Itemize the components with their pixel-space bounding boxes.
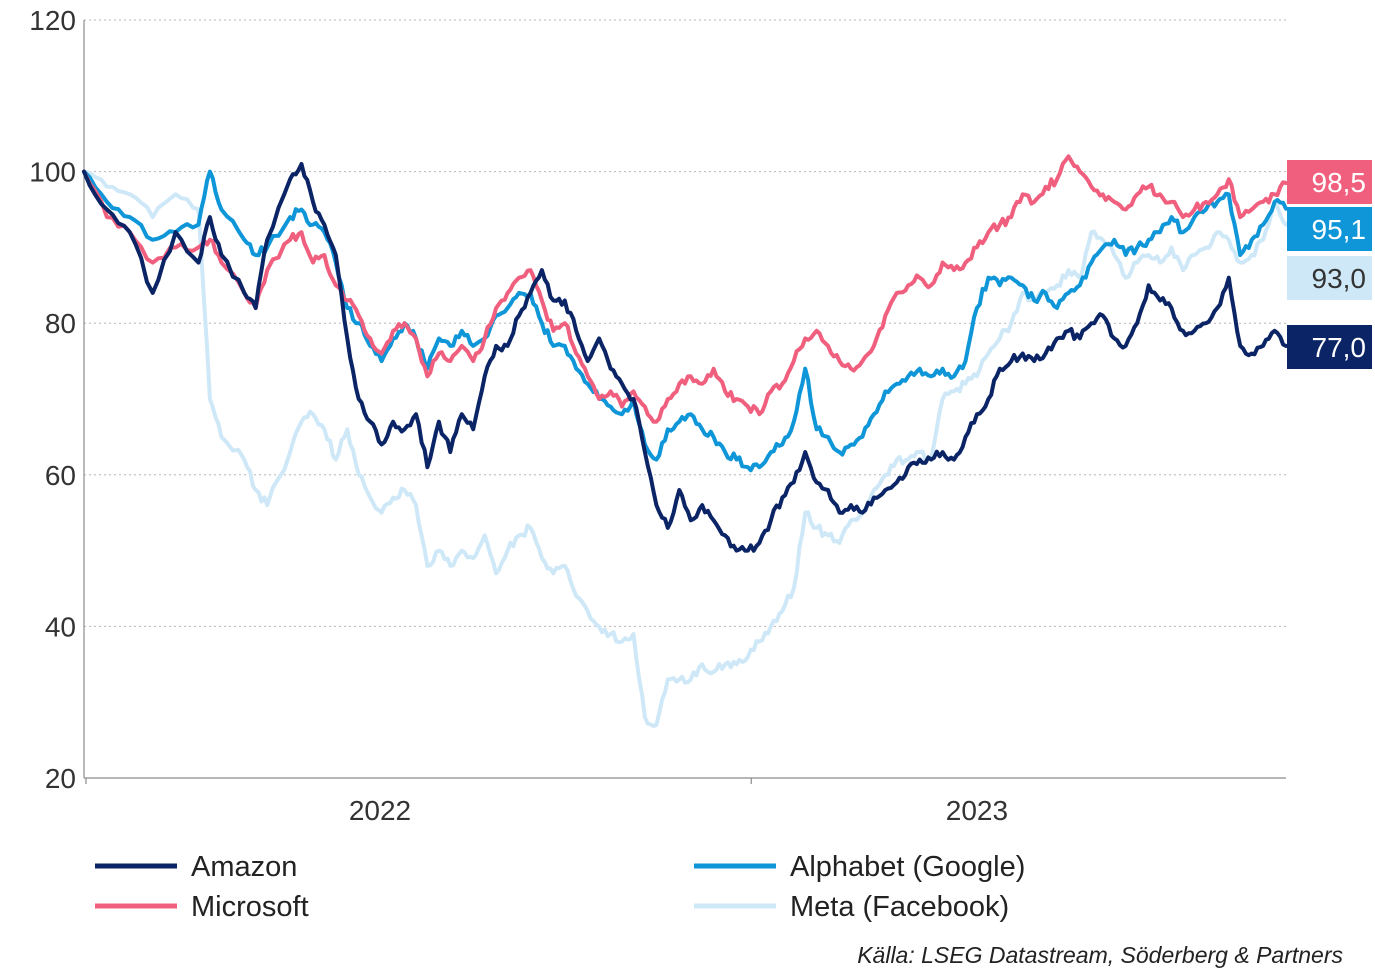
end-label-box-alphabet-google [1287, 207, 1372, 251]
end-label-amazon: 77,0 [1312, 332, 1367, 363]
end-label-box-meta-facebook [1287, 256, 1372, 300]
y-tick-label: 120 [29, 5, 76, 36]
legend-label-meta-facebook: Meta (Facebook) [790, 891, 1009, 923]
y-tick-label: 80 [45, 308, 76, 339]
legend-label-amazon: Amazon [191, 851, 297, 883]
series-line-microsoft [82, 154, 1288, 424]
end-label-alphabet-google: 95,1 [1312, 214, 1367, 245]
axes: 20 40 60 80 100 120 2022 2023 [29, 5, 1286, 826]
legend: Amazon Microsoft Alphabet (Google) Meta (Fa… [95, 851, 1025, 923]
series-line-meta-facebook [82, 169, 1288, 729]
series-line-amazon [82, 162, 1288, 553]
source-note: Källa: LSEG Datastream, Söderberg & Part… [857, 942, 1343, 968]
x-tick-label: 2022 [349, 795, 411, 826]
series-line-alphabet-google [82, 169, 1288, 473]
y-tick-label: 100 [29, 157, 76, 188]
end-label-box-microsoft [1287, 160, 1372, 204]
y-tick-label: 60 [45, 460, 76, 491]
gridlines [84, 19, 1286, 627]
y-tick-label: 20 [45, 763, 76, 794]
end-label-microsoft: 98,5 [1312, 167, 1367, 198]
end-label-meta-facebook: 93,0 [1312, 263, 1367, 294]
end-value-labels: 98,5 95,1 93,0 77,0 [1287, 160, 1372, 369]
series-lines [82, 154, 1288, 729]
legend-label-alphabet-google: Alphabet (Google) [790, 851, 1025, 883]
end-label-box-amazon [1287, 325, 1372, 369]
y-tick-label: 40 [45, 611, 76, 642]
x-tick-label: 2023 [946, 795, 1008, 826]
legend-label-microsoft: Microsoft [191, 891, 309, 923]
